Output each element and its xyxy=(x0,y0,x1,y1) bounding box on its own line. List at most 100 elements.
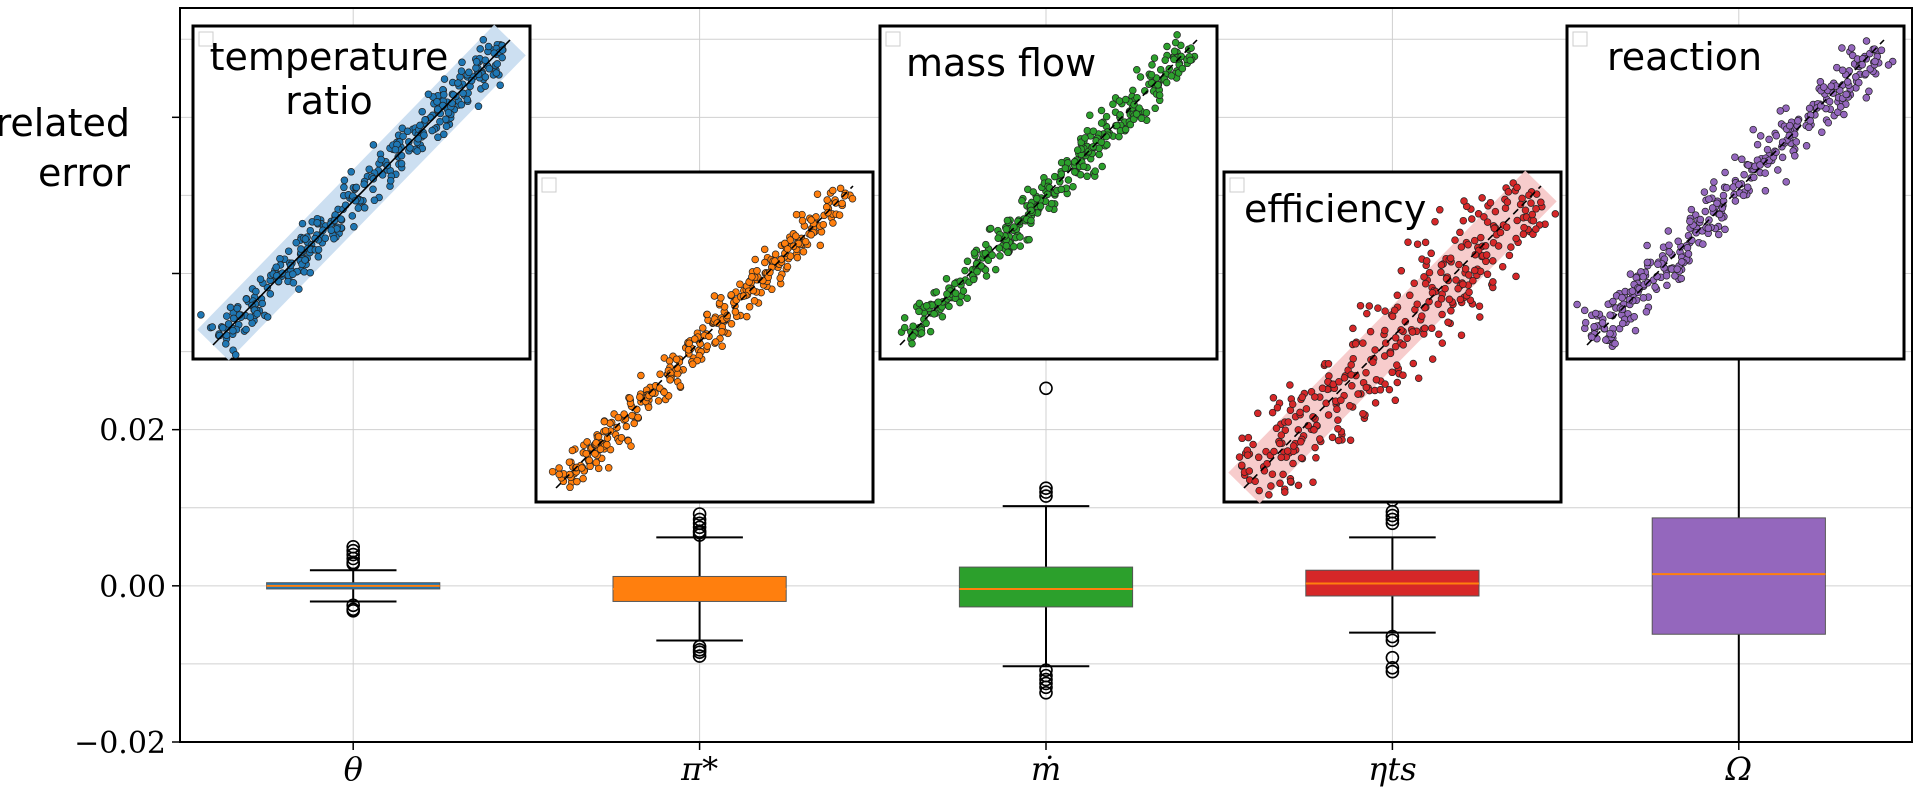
scatter-point xyxy=(416,121,424,130)
scatter-point xyxy=(472,64,480,72)
fit-line xyxy=(899,39,1198,346)
scatter-point xyxy=(301,256,309,264)
scatter-point xyxy=(1818,128,1826,136)
scatter-point xyxy=(1513,183,1521,192)
scatter-point xyxy=(1674,237,1682,246)
scatter-point xyxy=(1739,191,1748,200)
scatter-point xyxy=(1862,69,1870,78)
scatter-point xyxy=(816,241,825,250)
scatter-point xyxy=(794,239,803,248)
scatter-point xyxy=(1519,230,1528,238)
scatter-point xyxy=(1731,197,1740,205)
scatter-point xyxy=(1393,378,1402,387)
scatter-point xyxy=(1362,368,1370,377)
scatter-point xyxy=(1643,241,1651,250)
scatter-point xyxy=(434,133,442,142)
axes xyxy=(172,7,1913,750)
scatter-point xyxy=(786,236,795,244)
scatter-point xyxy=(263,313,272,321)
scatter-point xyxy=(945,302,953,311)
scatter-point xyxy=(1489,257,1497,265)
scatter-point xyxy=(1438,339,1447,347)
scatter-point xyxy=(793,253,802,262)
scatter-point xyxy=(614,413,623,422)
scatter-point xyxy=(1838,66,1847,75)
outlier-point xyxy=(692,649,707,663)
scatter-point xyxy=(1786,121,1794,130)
scatter-point xyxy=(836,184,845,193)
scatter-point xyxy=(1722,184,1731,192)
scatter-point xyxy=(391,145,400,154)
scatter-point xyxy=(1018,197,1026,205)
scatter-point xyxy=(474,70,483,79)
outlier-point xyxy=(1039,663,1053,677)
scatter-point xyxy=(932,288,941,296)
scatter-point xyxy=(1137,114,1146,123)
scatter-point xyxy=(915,307,923,316)
scatter-point xyxy=(1425,268,1434,277)
scatter-point xyxy=(591,450,599,458)
scatter-point xyxy=(731,308,740,316)
scatter-point xyxy=(1654,260,1662,268)
scatter-point xyxy=(1244,433,1253,442)
scatter-point xyxy=(1743,183,1752,192)
scatter-point xyxy=(454,79,462,87)
scatter-point xyxy=(1532,205,1540,213)
scatter-point xyxy=(369,175,378,183)
scatter-point xyxy=(340,183,348,192)
scatter-point xyxy=(656,370,664,378)
scatter-point xyxy=(314,245,323,254)
inset-legend-box xyxy=(885,31,901,47)
scatter-point xyxy=(276,254,284,263)
scatter-point xyxy=(1772,148,1780,156)
scatter-point xyxy=(252,287,260,296)
scatter-point xyxy=(1083,172,1091,181)
scatter-point xyxy=(761,258,769,267)
scatter-point xyxy=(1673,265,1681,273)
scatter-point xyxy=(1852,73,1860,81)
scatter-point xyxy=(1347,371,1355,379)
scatter-point xyxy=(1794,117,1802,125)
outlier-point xyxy=(692,520,707,535)
scatter-point xyxy=(1348,382,1356,390)
scatter-point xyxy=(1744,161,1752,169)
scatter-point xyxy=(1528,210,1537,219)
scatter-point xyxy=(1581,318,1590,327)
scatter-point xyxy=(1275,439,1284,448)
scatter-point xyxy=(688,360,697,368)
scatter-point xyxy=(1277,453,1285,462)
scatter-point xyxy=(748,273,756,281)
scatter-point xyxy=(579,474,587,483)
scatter-point xyxy=(634,413,642,422)
scatter-point xyxy=(1016,233,1024,241)
scatter-point xyxy=(909,322,917,330)
scatter-point xyxy=(710,292,719,300)
scatter-point xyxy=(1843,78,1852,86)
scatter-point xyxy=(1537,198,1545,207)
scatter-point xyxy=(365,165,373,173)
y-tick-label: 0.00 xyxy=(99,570,166,605)
scatter-point xyxy=(1294,481,1303,490)
scatter-point xyxy=(1115,97,1124,105)
scatter-point xyxy=(1642,308,1651,316)
scatter-point xyxy=(474,102,483,111)
scatter-point xyxy=(1270,447,1278,456)
scatter-point xyxy=(1838,44,1846,52)
scatter-point xyxy=(295,285,303,293)
fit-line xyxy=(1243,185,1542,489)
scatter-point xyxy=(1109,100,1117,108)
scatter-point xyxy=(705,332,713,341)
scatter-point xyxy=(555,464,563,472)
scatter-point xyxy=(397,159,406,168)
scatter-point xyxy=(292,238,300,247)
scatter-point xyxy=(1098,162,1106,171)
scatter-point xyxy=(1445,295,1454,304)
scatter-point xyxy=(1782,178,1790,186)
scatter-point xyxy=(1297,454,1306,462)
scatter-point xyxy=(951,289,960,298)
scatter-point xyxy=(1428,324,1436,332)
scatter-point xyxy=(1365,302,1374,310)
scatter-point xyxy=(1173,31,1181,39)
scatter-point xyxy=(1687,205,1696,214)
scatter-point xyxy=(1512,234,1520,243)
